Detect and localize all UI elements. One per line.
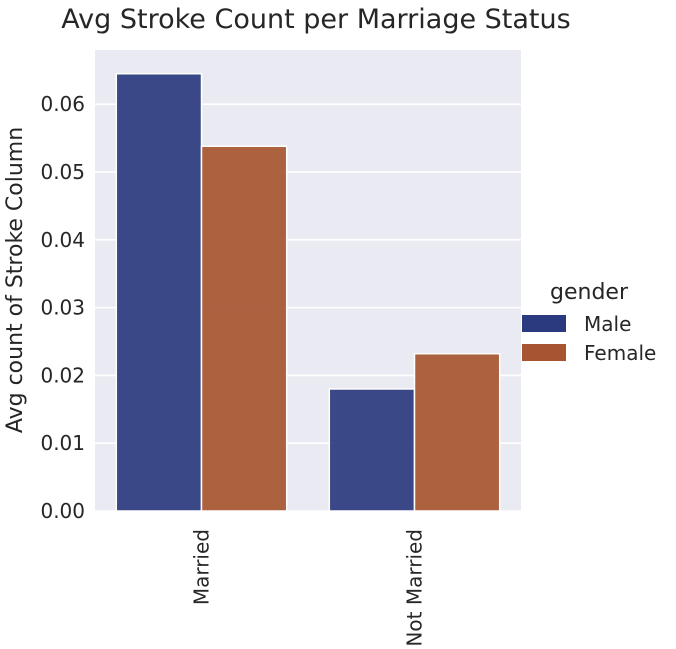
y-tick-label: 0.05 (40, 160, 85, 184)
x-tick-label: Married (190, 529, 214, 605)
bar-male-not-married (328, 388, 416, 512)
bar-female-married (200, 145, 288, 512)
bar-male-married (115, 72, 203, 512)
x-tick-label: Not Married (403, 529, 427, 647)
y-tick-label: 0.04 (40, 228, 85, 252)
x-axis: Married Not Married (190, 529, 427, 647)
bar-female-not-married (413, 352, 501, 512)
chart-title: Avg Stroke Count per Marriage Status (61, 4, 570, 35)
y-axis-label: Avg count of Stroke Column (3, 127, 28, 433)
legend-swatch-male (522, 315, 566, 332)
legend-title: gender (550, 280, 629, 305)
y-tick-label: 0.02 (40, 363, 85, 387)
bars (115, 72, 501, 512)
y-tick-label: 0.06 (40, 92, 85, 116)
legend-swatch-female (522, 344, 566, 361)
legend-label-female: Female (584, 341, 656, 365)
y-tick-label: 0.03 (40, 296, 85, 320)
y-axis: 0.00 0.01 0.02 0.03 0.04 0.05 0.06 (40, 92, 85, 523)
legend: gender Male Female (522, 280, 656, 365)
y-tick-label: 0.01 (40, 431, 85, 455)
legend-label-male: Male (584, 312, 631, 336)
y-tick-label: 0.00 (40, 499, 85, 523)
